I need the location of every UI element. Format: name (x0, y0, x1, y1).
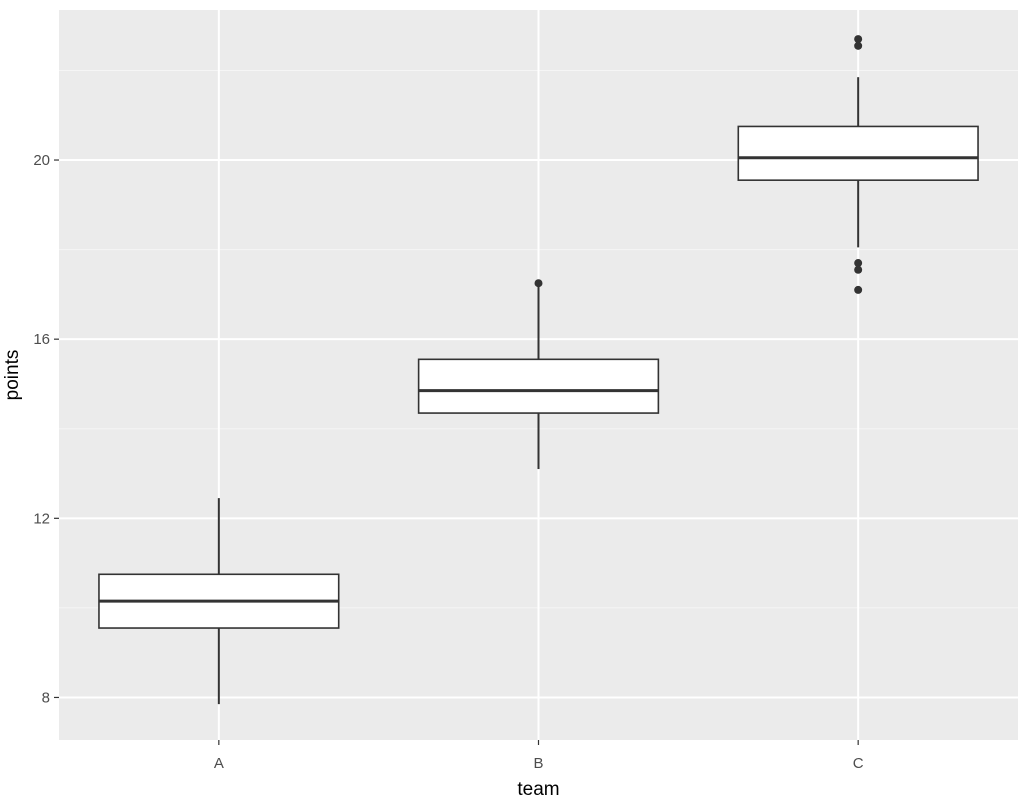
box-C (737, 35, 979, 294)
y-axis-title: points (2, 350, 23, 401)
x-tick-label: A (214, 755, 224, 772)
box-B (417, 279, 660, 470)
box-A (98, 498, 340, 705)
outlier-point (534, 279, 543, 288)
box-iqr (737, 125, 979, 181)
outlier-point (854, 285, 863, 294)
y-tick-label: 12 (33, 510, 50, 527)
y-tick-label: 20 (33, 152, 50, 169)
y-tick-label: 8 (42, 689, 50, 706)
y-axis-ticks: 8 12 16 20 (33, 152, 59, 706)
outlier-point (854, 259, 863, 268)
box-iqr (417, 358, 660, 414)
outlier-point (854, 265, 863, 274)
x-axis-ticks: A B C (214, 740, 864, 772)
y-tick-label: 16 (33, 331, 50, 348)
outlier-point (854, 35, 863, 44)
x-axis-title: team (517, 779, 559, 800)
x-tick-label: C (853, 755, 864, 772)
boxes (98, 35, 979, 705)
x-tick-label: B (533, 755, 543, 772)
outlier-point (854, 41, 863, 50)
